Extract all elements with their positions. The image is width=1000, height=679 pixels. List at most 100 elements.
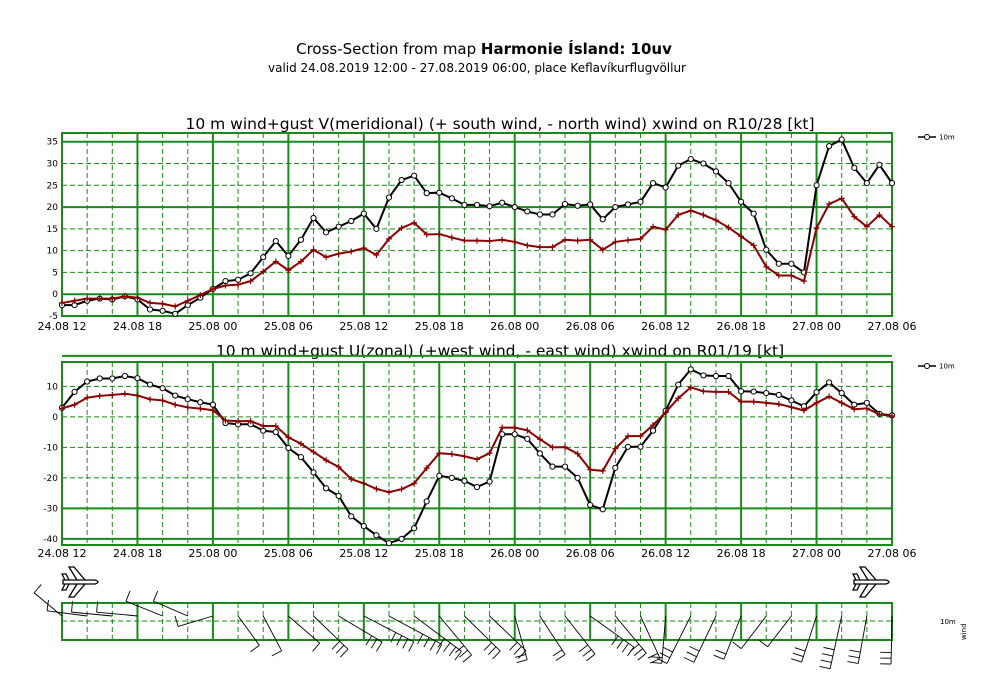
data-point-gust [662,409,669,416]
data-point-10m [335,223,342,230]
data-point-gust [587,236,594,243]
data-point-10m [473,483,481,491]
data-point-10m [649,180,657,187]
barb-feather [390,632,397,643]
data-point-gust [159,397,166,404]
barb-staff [438,615,472,656]
barb-staff [178,615,214,627]
data-point-10m [813,182,820,189]
data-point-10m [423,498,430,505]
x-tick-label: 26.08 00 [490,547,539,560]
barb-staff [489,615,527,651]
x-tick-label: 26.08 18 [717,547,766,560]
data-point-gust [423,465,430,472]
barb-feather [611,635,619,646]
wind-barb-panel: 10m wind [33,566,968,670]
data-point-10m [561,200,569,208]
barb-feather [509,641,518,651]
data-point-gust [687,384,694,391]
data-point-gust [775,272,782,279]
barb-feather [365,635,373,646]
panel-title: 10 m wind+gust V(meridional) (+ south wi… [185,115,814,133]
data-point-10m [788,260,795,267]
data-point-gust [398,486,405,493]
airplane-icon [851,566,890,598]
data-point-gust [222,417,229,424]
data-point-gust [222,282,229,289]
data-point-10m [335,492,342,499]
data-point-10m [712,372,720,380]
data-point-gust [272,423,279,430]
data-point-gust [235,418,242,425]
data-point-gust [800,278,807,285]
x-tick-label: 27.08 06 [868,547,917,560]
data-point-gust [750,242,757,249]
barb-feather [331,640,341,650]
barb-staff [801,615,817,663]
barb-feather [819,665,831,670]
barb-feather [335,644,345,654]
barb-feather [429,640,436,651]
data-point-gust [84,295,91,302]
barb-staff [661,615,667,664]
data-point-gust [750,398,757,405]
data-point-10m [411,172,418,179]
wind-barb [539,615,566,661]
figure-subtitle: valid 24.08.2019 12:00 - 27.08.2019 06:0… [268,61,686,75]
data-point-gust [562,236,569,243]
wind-barb [288,615,321,652]
data-point-10m [172,392,179,399]
data-point-10m [159,307,166,314]
barb-staff [740,615,767,649]
data-point-10m [247,270,254,277]
data-point-10m [184,396,191,403]
barb-feather [340,648,349,658]
barb-feather [462,654,472,663]
data-point-gust [172,303,179,310]
x-tick-label: 25.08 12 [339,320,388,333]
barb-staff [46,610,88,617]
data-point-10m [461,201,468,208]
y-tick-label: 5 [52,268,58,278]
y-tick-label: 10 [47,382,59,392]
data-point-gust [109,391,116,398]
barb-feather [686,651,697,658]
data-point-gust [59,405,65,412]
data-point-gust [700,211,707,218]
data-point-10m [549,211,556,218]
data-point-10m [360,522,367,530]
barb-feather [848,655,860,659]
barb-feather [408,641,415,652]
data-point-gust [511,238,518,245]
data-point-gust [863,405,870,412]
data-point-10m [121,372,128,380]
wind-barb [713,615,742,660]
wind-barb [174,615,214,627]
barb-feather [633,648,643,657]
data-point-gust [474,237,480,244]
data-point-10m [612,203,619,211]
data-point-gust [712,388,719,395]
data-point-10m [599,216,606,223]
data-point-gust [612,238,619,245]
data-point-gust [360,245,367,252]
data-point-10m [197,399,204,406]
barb-staff [413,615,462,652]
barb-feather [437,638,445,648]
data-point-gust [209,407,216,414]
data-point-10m [763,246,770,253]
barb-feather [586,653,596,662]
data-point-10m [499,199,506,206]
barb-staff [539,615,566,655]
barb-staff [564,615,596,655]
data-point-gust [889,412,895,419]
data-point-gust [536,244,543,251]
y-tick-label: 0 [52,413,58,423]
data-point-gust [587,466,594,473]
data-point-10m [322,485,330,492]
data-point-gust [712,217,719,224]
data-point-gust [499,424,506,431]
data-point-10m [876,161,883,168]
data-point-gust [398,224,405,231]
